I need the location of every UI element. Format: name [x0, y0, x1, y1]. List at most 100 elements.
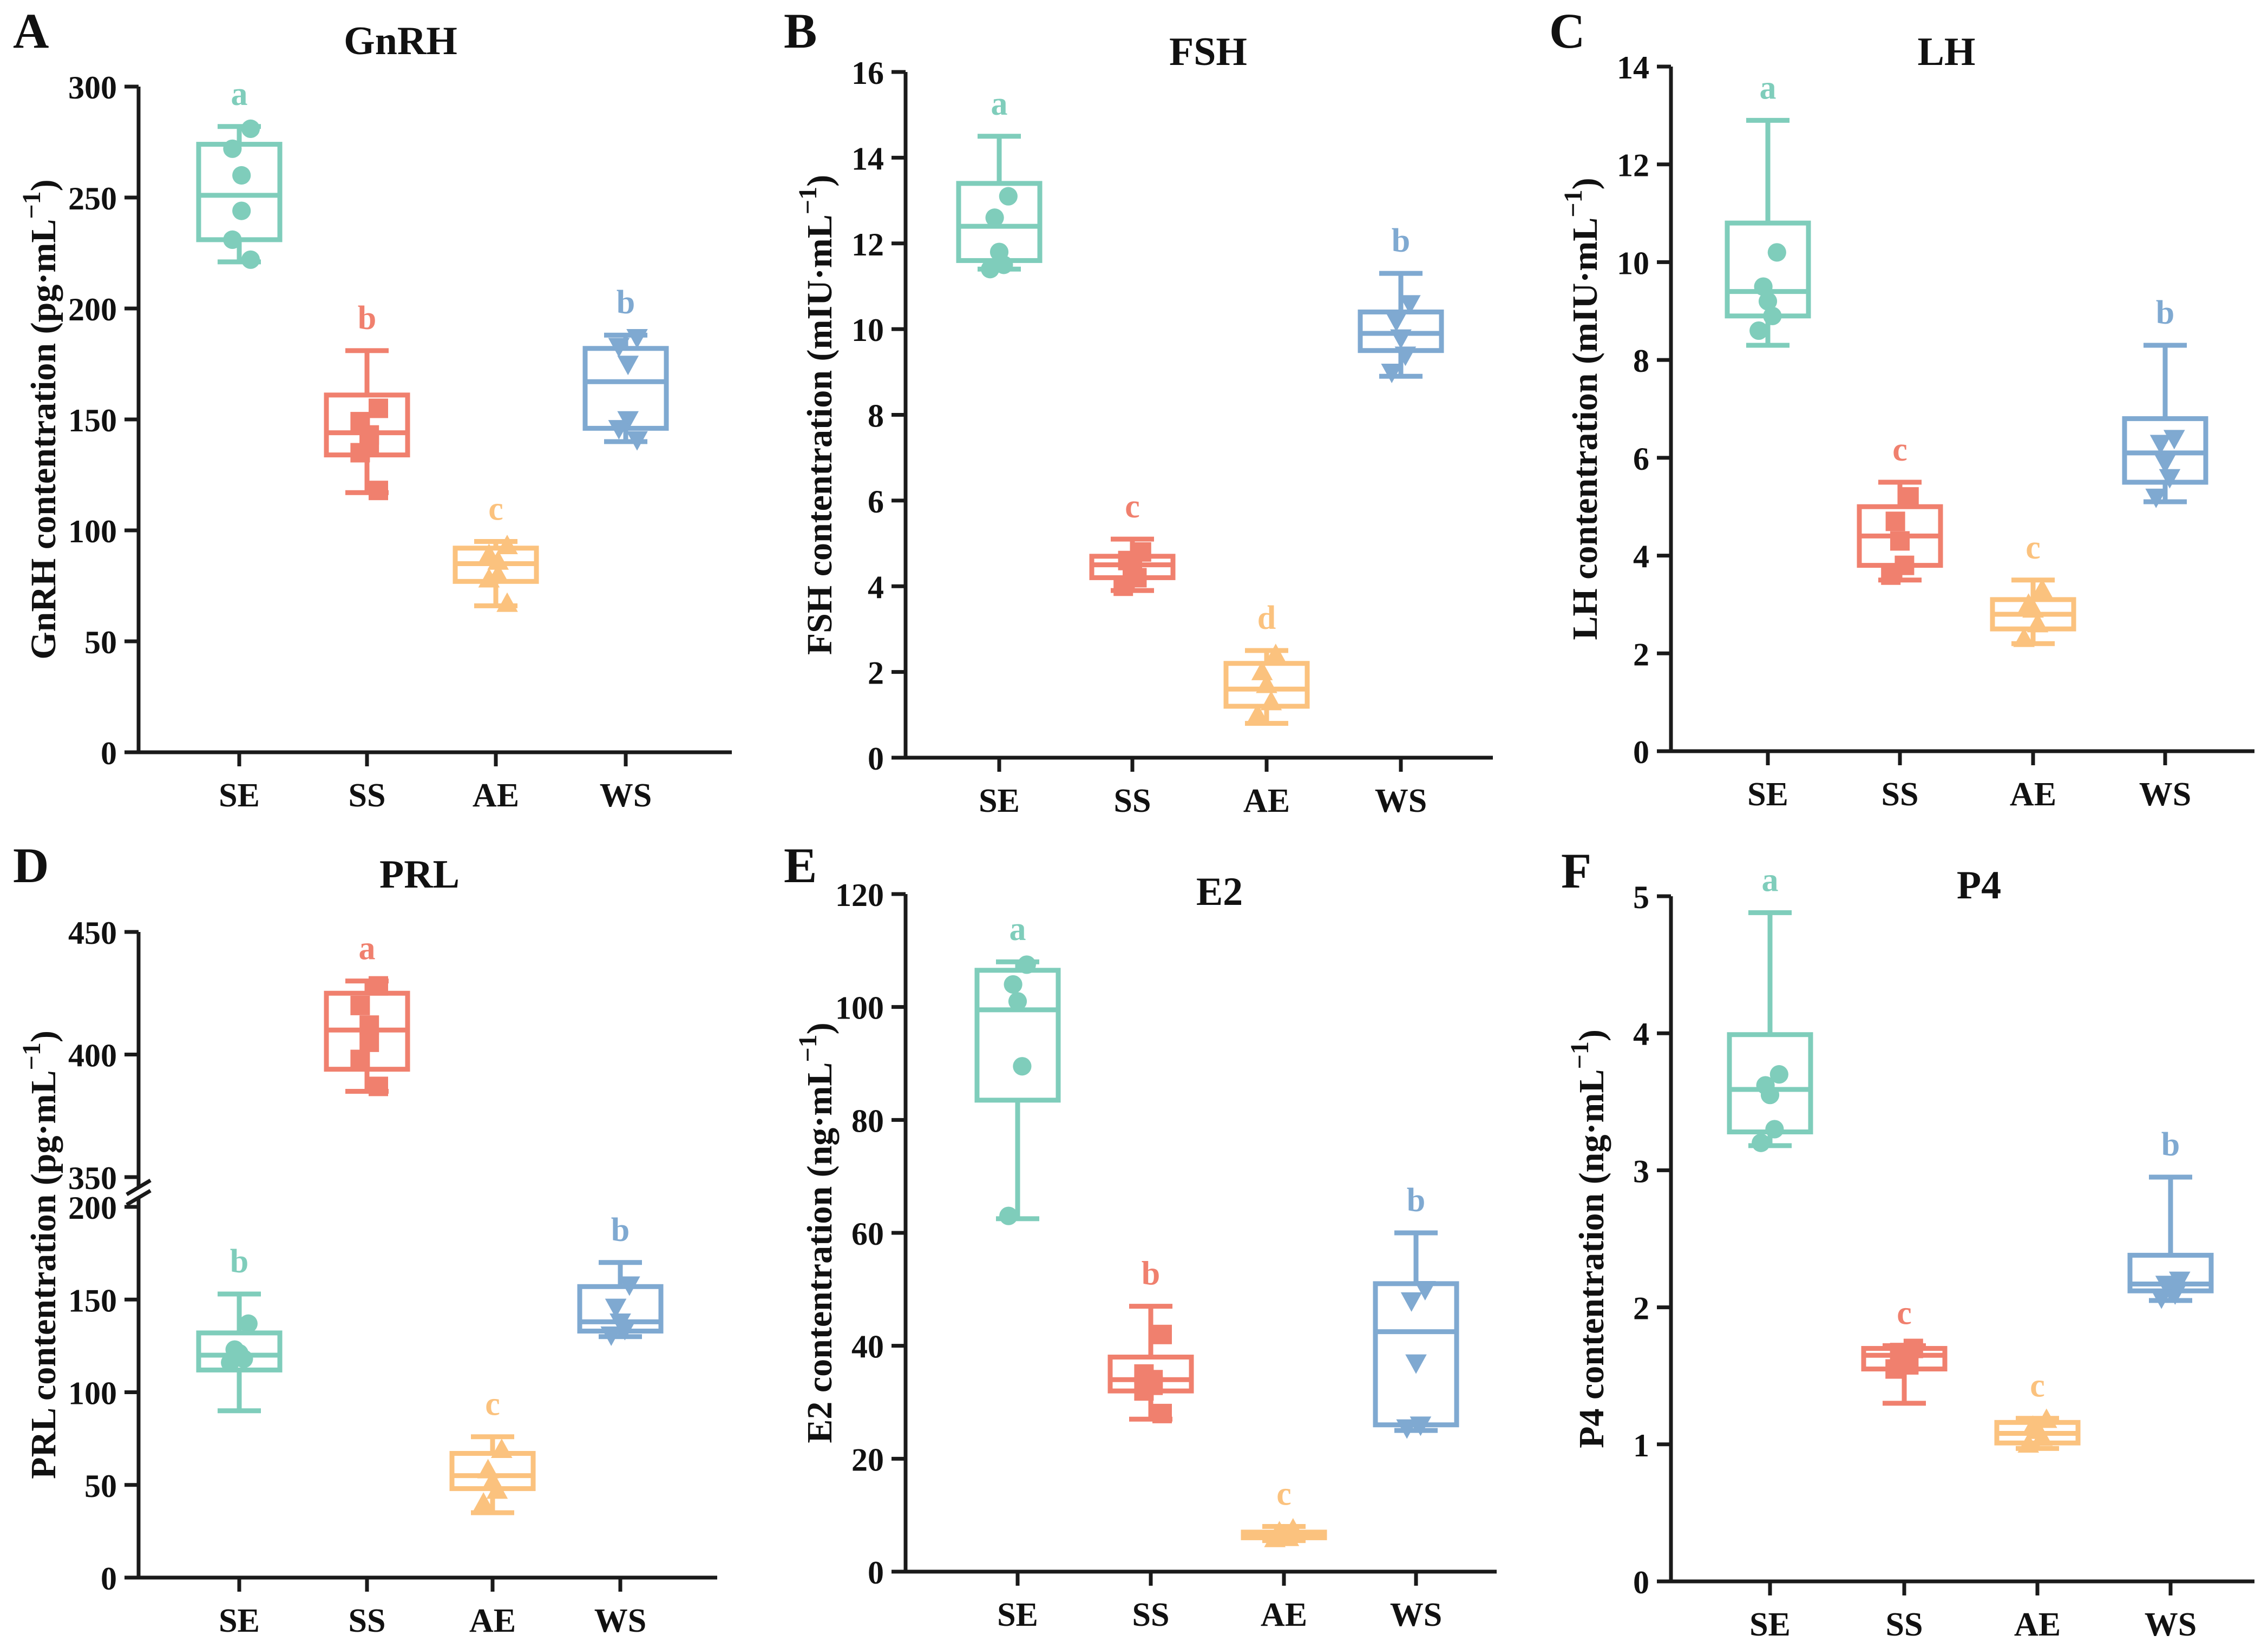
panel-C: C LH 0 2 4 6 8 10 12 14 SE SS AE WS LH contentration (…: [1549, 3, 2254, 813]
box-AE: c: [449, 1386, 536, 1515]
box-SS: a: [324, 930, 410, 1096]
x-tick-label: AE: [469, 1602, 516, 1639]
x-tick-label: SE: [219, 1602, 260, 1639]
y-tick-label: 20: [851, 1442, 884, 1477]
significance-letter: a: [1760, 69, 1777, 106]
data-point: [2027, 613, 2049, 633]
data-point: [1381, 364, 1402, 384]
significance-letter: a: [991, 86, 1008, 122]
iqr-box: [196, 1330, 283, 1372]
data-point: [2151, 1289, 2172, 1309]
y-tick-label: 3: [1633, 1153, 1649, 1189]
y-tick-label: 5: [1633, 879, 1649, 915]
panel-label: A: [13, 3, 49, 58]
data-point: [487, 550, 509, 570]
data-point: [2154, 454, 2176, 474]
box-WS: b: [2127, 1126, 2214, 1309]
data-point: [2031, 579, 2053, 599]
box-AE: c: [1241, 1476, 1327, 1547]
data-point: [999, 187, 1018, 206]
y-axis-label-exponent: −1: [1559, 189, 1588, 217]
y-axis-label: FSH contentration (mIU·mL−1): [794, 175, 840, 655]
y-tick-label: 2: [868, 655, 884, 691]
iqr-box: [1373, 1281, 1459, 1428]
y-axis-label-text: E2 contentration (ng·mL: [800, 1062, 840, 1443]
data-point: [350, 443, 370, 463]
axis-break-mark: [126, 1188, 152, 1207]
y-axis-label-tail: ): [24, 1030, 63, 1042]
data-point: [2145, 488, 2167, 508]
significance-letter: a: [1762, 862, 1779, 898]
data-point: [2164, 430, 2185, 450]
x-tick-label: SS: [1886, 1606, 1923, 1642]
x-tick-label: WS: [1390, 1597, 1442, 1633]
y-axis-label-tail: ): [800, 1022, 840, 1034]
y-tick-label: 100: [835, 990, 884, 1026]
x-tick-label: WS: [1375, 783, 1427, 819]
y-tick-label: 200: [68, 292, 117, 327]
y-tick-label: 0: [1633, 734, 1649, 770]
x-tick-label: AE: [2010, 776, 2056, 813]
box-AE: c: [1990, 529, 2076, 647]
box-SS: b: [1107, 1256, 1194, 1423]
significance-letter: b: [2156, 294, 2174, 331]
x-tick-label: AE: [473, 777, 519, 814]
data-point: [626, 431, 648, 451]
data-point: [359, 1015, 379, 1035]
significance-letter: b: [230, 1243, 248, 1280]
y-tick-label: 12: [1617, 148, 1649, 183]
y-tick-label: 10: [1617, 245, 1649, 281]
y-tick-label: 2: [1633, 1291, 1649, 1326]
significance-letter: c: [1892, 431, 1908, 468]
data-point: [2036, 1408, 2057, 1428]
data-point: [232, 201, 251, 220]
panel-A: A GnRH 0 50 100 150 200 250 300 SE SS AE WS GnRH cont…: [13, 3, 732, 814]
x-tick-label: SS: [349, 777, 386, 814]
x-tick-label: SS: [1114, 783, 1151, 819]
x-tick-label: SE: [219, 777, 260, 814]
data-point: [1890, 531, 1910, 551]
data-point: [985, 208, 1004, 227]
data-point: [2149, 435, 2172, 455]
data-point: [1385, 312, 1407, 332]
y-tick-label: 150: [68, 403, 117, 438]
y-tick-label: 350: [68, 1160, 117, 1196]
significance-letter: c: [1125, 488, 1140, 525]
box-WS: b: [1373, 1182, 1459, 1439]
y-axis-label-exponent: −1: [794, 1034, 822, 1062]
data-point: [1017, 955, 1036, 974]
data-point: [1152, 1403, 1172, 1423]
y-axis-label-tail: ): [24, 179, 63, 191]
data-point: [626, 329, 648, 349]
data-point: [1754, 277, 1773, 296]
data-point: [600, 1326, 622, 1347]
data-point: [1758, 292, 1778, 311]
x-tick-label: AE: [2014, 1606, 2061, 1642]
y-tick-label: 0: [101, 1561, 117, 1597]
x-tick-label: SE: [979, 783, 1020, 819]
y-tick-label: 400: [68, 1038, 117, 1074]
data-point: [1399, 295, 1421, 315]
panel-label: B: [784, 3, 817, 58]
data-point: [1881, 565, 1901, 585]
y-tick-label: 80: [851, 1103, 884, 1139]
data-point: [605, 1298, 627, 1318]
box-SE: a: [956, 86, 1043, 279]
significance-letter: d: [1257, 600, 1276, 636]
data-point: [241, 250, 260, 269]
data-point: [1004, 975, 1022, 994]
data-point: [1767, 243, 1786, 262]
data-point: [2017, 1433, 2039, 1453]
box-WS: b: [582, 284, 669, 451]
data-point: [223, 139, 242, 158]
box-AE: c: [1994, 1368, 2081, 1453]
iqr-box: [582, 346, 669, 431]
data-point: [350, 1049, 370, 1069]
data-point: [1749, 321, 1768, 340]
chart-title: E2: [1196, 870, 1243, 914]
significance-letter: c: [2026, 529, 2041, 566]
y-tick-label: 50: [84, 625, 117, 660]
x-tick-label: WS: [2139, 776, 2191, 813]
box-AE: d: [1223, 600, 1310, 726]
